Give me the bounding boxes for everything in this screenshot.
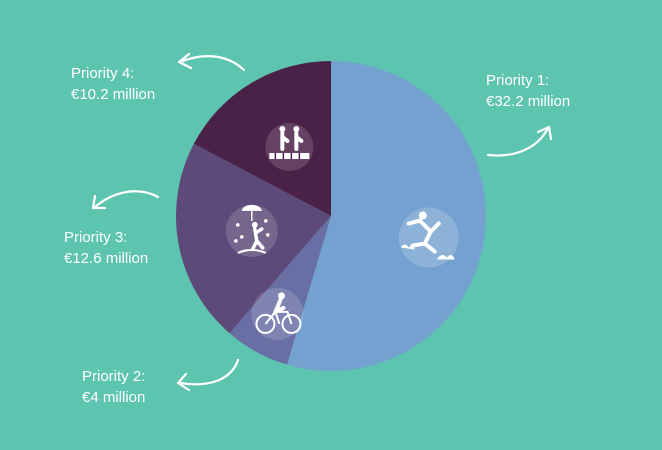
priority-2-label: Priority 2: €4 million [82,366,145,408]
priority-1-name: Priority 1: [486,72,550,89]
person-in-rain-icon [225,204,278,257]
priority-2-name: Priority 2: [82,368,146,385]
pie-slice-priority-3 [176,143,331,334]
arrow-priority-1-icon [486,125,553,157]
jumping-person-icon [398,207,459,268]
priority-3-label: Priority 3: €12.6 million [64,227,148,269]
pie-slice-priority-2 [229,216,331,365]
arrow-priority-2-icon [176,358,240,392]
pie-slice-priority-4 [193,61,331,216]
priority-4-value: €10.2 million [71,86,156,103]
priority-4-label: Priority 4: €10.2 million [71,63,155,105]
priority-2-value: €4 million [82,389,146,406]
people-on-bridge-icon [265,122,314,171]
priority-1-value: €32.2 million [486,93,571,110]
cyclist-icon [251,287,304,340]
arrow-priority-4-icon [177,52,246,72]
arrow-priority-3-icon [91,190,160,210]
priority-3-name: Priority 3: [64,229,128,246]
priority-4-name: Priority 4: [71,65,135,82]
pie-slice-priority-1 [287,61,487,371]
priority-3-value: €12.6 million [64,250,149,267]
priority-1-label: Priority 1: €32.2 million [486,70,570,112]
